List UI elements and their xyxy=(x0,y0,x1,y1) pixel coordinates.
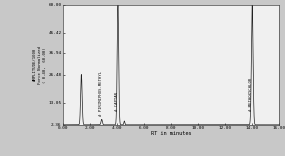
Text: # METHOXYCHLOR: # METHOXYCHLOR xyxy=(249,78,253,111)
X-axis label: RT in minutes: RT in minutes xyxy=(151,131,191,136)
Y-axis label: AMPLITUDE/1000
Force Normalized
( 0.40,  60.00): AMPLITUDE/1000 Force Normalized ( 0.40, … xyxy=(33,46,47,84)
Text: # PIRIMIPHOS-METHYL: # PIRIMIPHOS-METHYL xyxy=(99,71,103,116)
Text: # CAPTAN: # CAPTAN xyxy=(115,92,119,111)
